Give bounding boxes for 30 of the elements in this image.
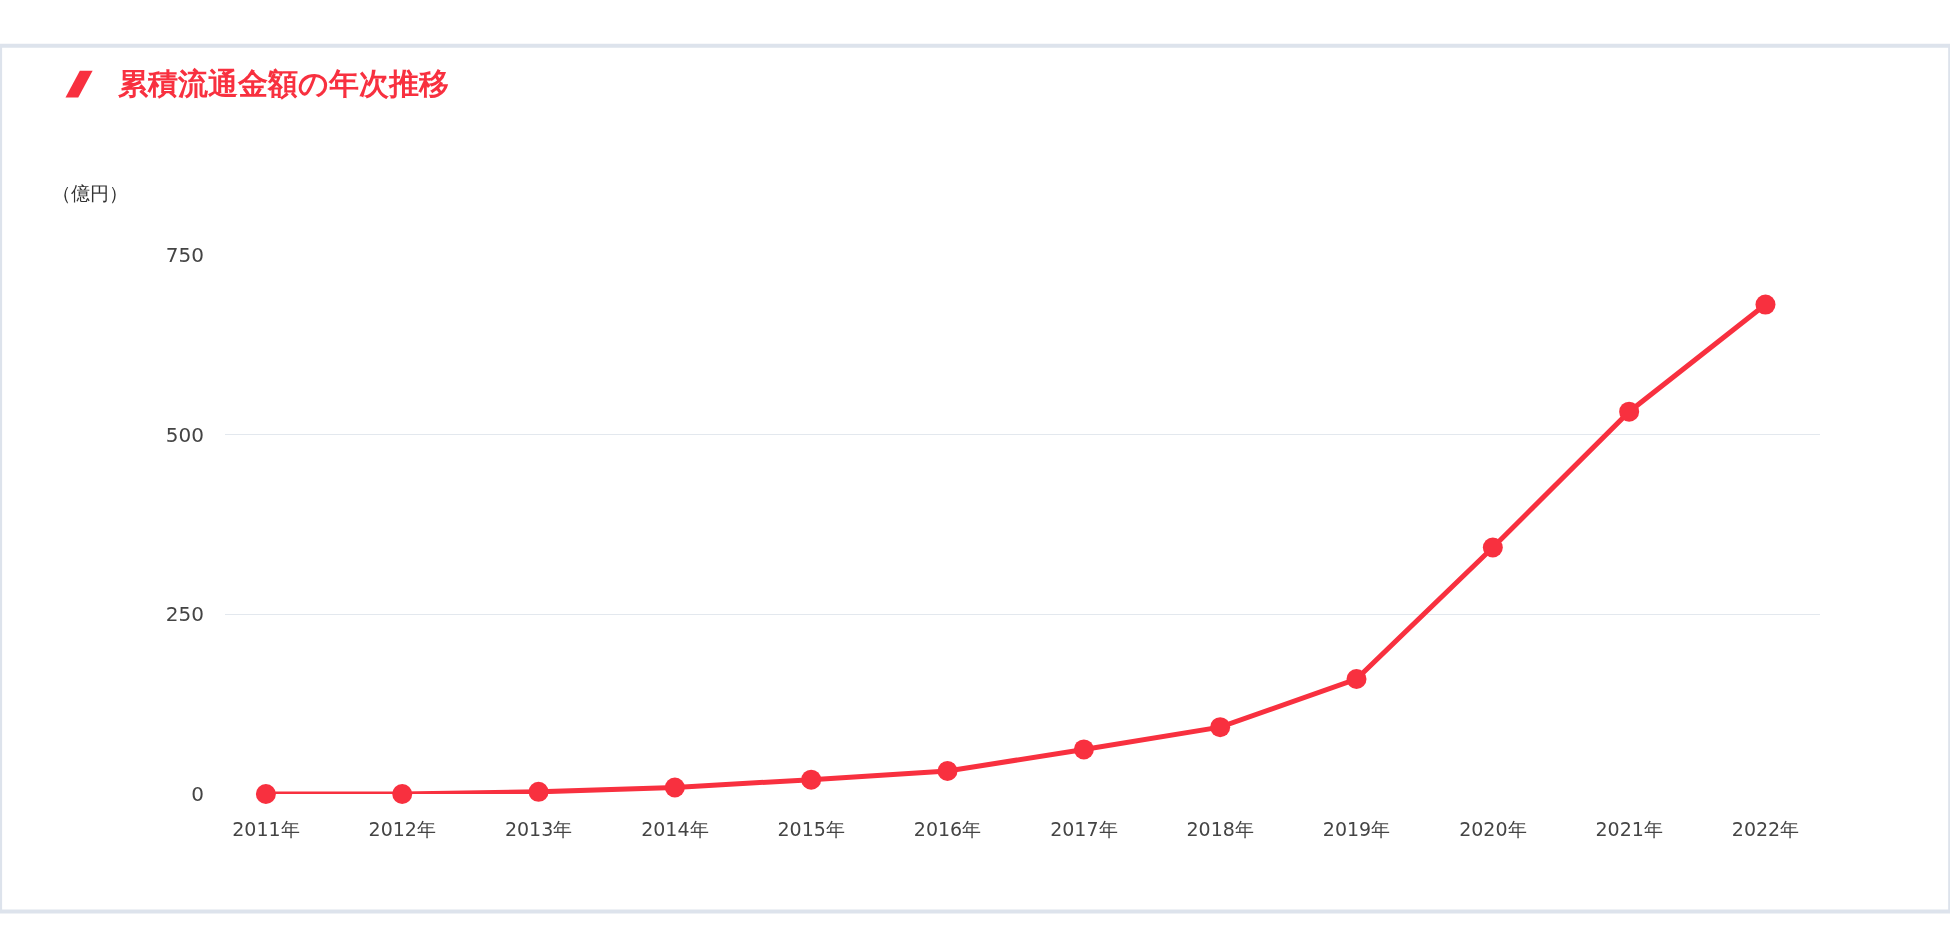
x-tick-label: 2022年 [1731, 818, 1800, 840]
point [801, 769, 822, 790]
y-tick-label: 250 [165, 602, 204, 627]
chart-title: 累積流通金額の年次推移 [116, 66, 449, 102]
point [664, 777, 685, 798]
x-tick-label: 2012年 [368, 818, 436, 840]
x-tick-label: 2015年 [777, 818, 845, 840]
x-tick-label: 2020年 [1459, 818, 1527, 840]
point [1073, 739, 1094, 760]
point [937, 761, 958, 781]
x-tick-label: 2016年 [913, 818, 982, 840]
point [1619, 401, 1640, 422]
y-axis-title: （億円） [52, 182, 128, 204]
y-tick-label: 750 [165, 243, 204, 267]
point [255, 784, 276, 804]
point [1346, 669, 1367, 689]
point [392, 784, 413, 804]
x-tick-label: 2014年 [641, 818, 709, 840]
y-tick-label: 500 [165, 422, 204, 447]
point [1210, 717, 1231, 738]
x-tick-label: 2017年 [1050, 818, 1118, 840]
point [528, 781, 549, 802]
y-tick-label: 0 [191, 782, 204, 806]
point [1482, 537, 1503, 558]
x-tick-label: 2011年 [232, 818, 300, 840]
x-tick-label: 2013年 [504, 818, 573, 840]
x-tick-label: 2018年 [1186, 818, 1254, 840]
x-tick-label: 2021年 [1595, 818, 1663, 840]
x-tick-label: 2019年 [1322, 818, 1391, 840]
point [1755, 294, 1776, 315]
